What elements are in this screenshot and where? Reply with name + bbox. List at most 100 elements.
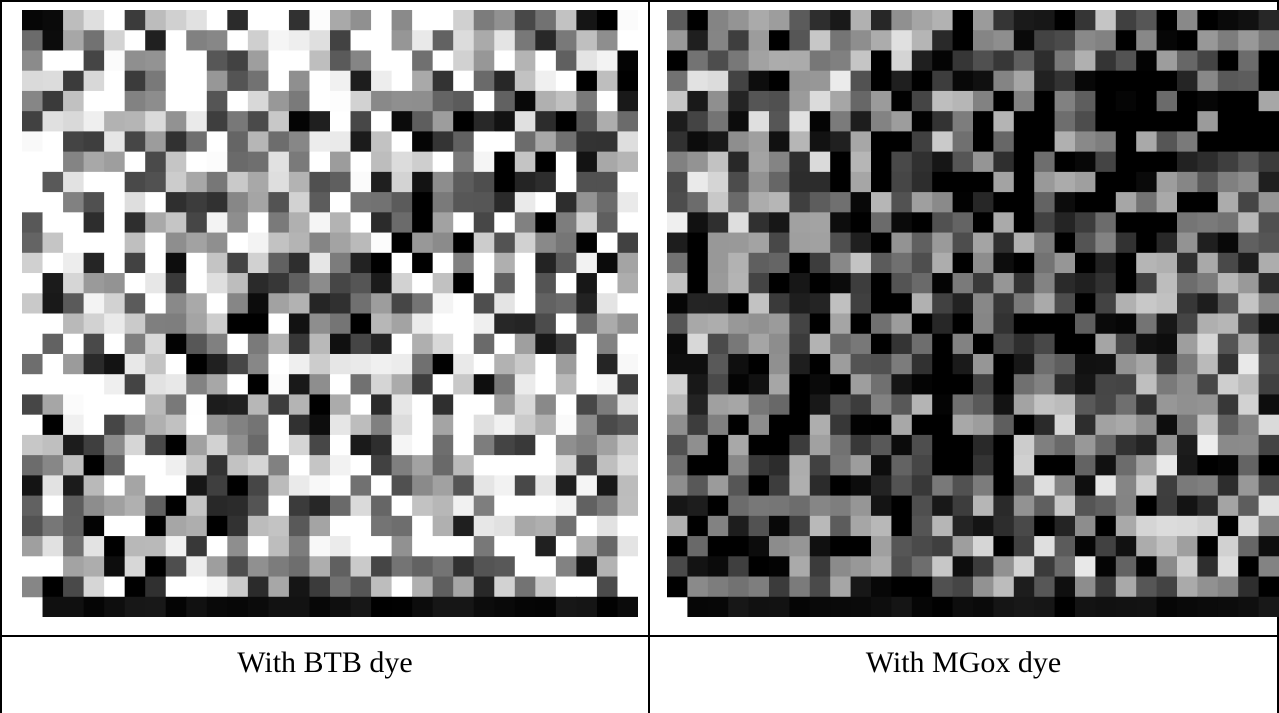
pixel (1197, 556, 1219, 578)
pixel (83, 515, 105, 537)
pixel (1034, 192, 1056, 213)
pixel (1136, 273, 1158, 294)
pixel (124, 192, 146, 213)
pixel (952, 192, 974, 213)
pixel (453, 111, 475, 132)
pixel (1197, 70, 1219, 92)
pixel (1115, 414, 1137, 436)
pixel (891, 515, 913, 537)
pixel (871, 273, 892, 294)
pixel (932, 30, 954, 51)
pixel (330, 475, 352, 497)
pixel (1054, 515, 1076, 537)
pixel (576, 70, 598, 92)
pixel (514, 293, 536, 314)
pixel (473, 374, 495, 395)
pixel (707, 131, 729, 153)
pixel (952, 273, 974, 294)
pixel (809, 576, 831, 598)
pixel (1054, 30, 1076, 51)
pixel (891, 293, 913, 314)
pixel (227, 30, 249, 51)
pixel (596, 475, 618, 497)
pixel (453, 495, 475, 517)
pixel (1217, 495, 1239, 517)
pixel (42, 313, 64, 335)
pixel (391, 111, 413, 132)
pixel (809, 515, 831, 537)
pixel (432, 333, 454, 355)
pixel (83, 70, 105, 92)
pixel (83, 333, 105, 355)
pixel (769, 556, 790, 578)
pixel (165, 10, 187, 31)
pixel (165, 374, 187, 395)
pixel (288, 333, 310, 355)
pixel (555, 273, 577, 294)
pixel (1156, 131, 1178, 153)
pixel (1136, 455, 1158, 476)
pixel (687, 50, 709, 72)
pixel (687, 455, 709, 476)
pixel (535, 434, 557, 456)
pixel (555, 111, 577, 132)
pixel (891, 576, 913, 598)
pixel (728, 353, 750, 375)
pixel (1115, 252, 1137, 274)
pixel (63, 293, 85, 314)
pixel (124, 30, 146, 51)
pixel (1177, 10, 1198, 31)
pixel (748, 151, 770, 173)
pixel (227, 333, 249, 355)
pixel (42, 536, 64, 557)
pixel (789, 90, 811, 112)
pixel (1136, 70, 1158, 92)
pixel (22, 374, 44, 395)
pixel (432, 394, 454, 416)
pixel (1075, 90, 1096, 112)
pixel (145, 333, 167, 355)
pixel (391, 536, 413, 557)
pixel (1177, 515, 1198, 537)
pixel (973, 475, 994, 497)
pixel (728, 90, 750, 112)
pixel (473, 434, 495, 456)
pixel (145, 151, 167, 173)
pixel (145, 495, 167, 517)
pixel (1054, 151, 1076, 173)
pixel (850, 475, 872, 497)
pixel (973, 293, 994, 314)
pixel (63, 353, 85, 375)
pixel (371, 273, 393, 294)
pixel (309, 455, 331, 476)
pixel (350, 414, 372, 436)
pixel (789, 171, 811, 193)
pixel (83, 212, 105, 234)
pixel (63, 394, 85, 416)
pixel (1013, 536, 1035, 557)
pixel (809, 475, 831, 497)
pixel (576, 10, 598, 31)
pixel (789, 192, 811, 213)
pixel (871, 536, 892, 557)
pixel (748, 414, 770, 436)
pixel (186, 596, 208, 617)
pixel (268, 353, 290, 375)
pixel (514, 596, 536, 617)
pixel (535, 374, 557, 395)
pixel (952, 50, 974, 72)
pixel (432, 576, 454, 598)
pixel (1034, 434, 1056, 456)
pixel (1115, 313, 1137, 335)
pixel (494, 273, 516, 294)
pixel (911, 50, 933, 72)
pixel (1034, 151, 1056, 173)
pixel (850, 313, 872, 335)
pixel (1136, 495, 1158, 517)
pixel (1095, 434, 1117, 456)
pixel (1217, 171, 1239, 193)
pixel (728, 50, 750, 72)
pixel (728, 232, 750, 254)
pixel (576, 414, 598, 436)
